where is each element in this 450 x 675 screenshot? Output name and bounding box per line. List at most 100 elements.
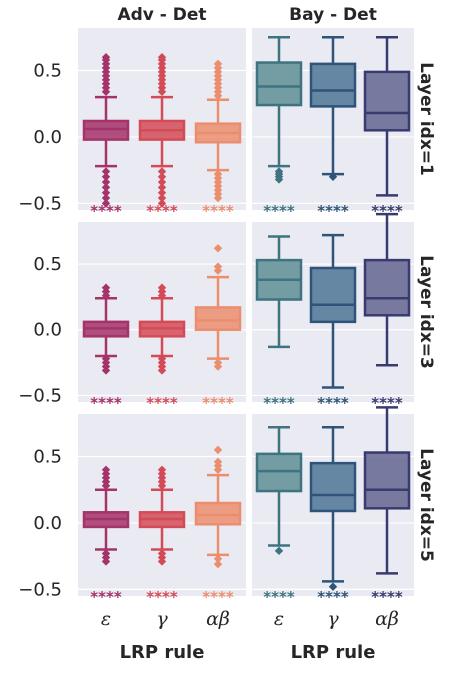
significance-label: **** xyxy=(371,588,403,606)
box-αβ-r2-c0: **** xyxy=(194,445,242,606)
x-tick-label: ε xyxy=(101,608,111,630)
significance-label: **** xyxy=(317,202,349,220)
iqr-box xyxy=(194,501,242,526)
outlier-point xyxy=(101,557,111,566)
x-tick-label: γ xyxy=(327,608,339,630)
iqr-box xyxy=(194,306,242,331)
y-tick-label: −0.5 xyxy=(18,385,62,406)
x-tick-label: αβ xyxy=(375,608,399,630)
iqr-box xyxy=(309,266,357,324)
outlier-point xyxy=(101,177,111,187)
outlier-point xyxy=(101,199,111,208)
x-tick-label: ε xyxy=(274,608,284,630)
outlier-point xyxy=(274,546,284,556)
outlier-point xyxy=(157,557,167,566)
box-αβ-r1-c0: **** xyxy=(194,244,242,412)
box-αβ-r1-c1: **** xyxy=(363,212,411,412)
column-title: Bay - Det xyxy=(289,5,377,25)
outlier-point xyxy=(157,199,167,208)
iqr-box xyxy=(309,62,357,108)
significance-label: **** xyxy=(146,588,178,606)
outlier-point xyxy=(101,167,111,176)
box-γ-r2-c0: **** xyxy=(138,465,186,606)
outlier-point xyxy=(213,59,223,69)
box-γ-r0-c0: **** xyxy=(138,53,186,220)
outlier-point xyxy=(157,167,167,176)
outlier-point xyxy=(213,262,223,271)
significance-label: **** xyxy=(90,394,122,412)
y-tick-label: 0.5 xyxy=(33,254,62,275)
significance-label: **** xyxy=(90,202,122,220)
outlier-point xyxy=(213,445,223,455)
iqr-box xyxy=(363,451,411,510)
x-axis-label: LRP rule xyxy=(120,642,205,663)
outlier-point xyxy=(157,193,167,203)
outlier-point xyxy=(157,465,167,474)
outlier-point xyxy=(157,283,167,292)
row-title: Layer idx=3 xyxy=(416,255,436,369)
outlier-point xyxy=(157,183,167,192)
y-tick-label: 0.5 xyxy=(33,447,62,468)
significance-label: **** xyxy=(146,394,178,412)
iqr-box xyxy=(255,61,303,107)
y-tick-label: −0.5 xyxy=(18,579,62,600)
significance-label: **** xyxy=(263,394,295,412)
iqr-box xyxy=(82,119,130,141)
outlier-point xyxy=(157,177,167,187)
outlier-point xyxy=(213,559,223,569)
box-γ-r1-c1: **** xyxy=(309,233,357,412)
outlier-point xyxy=(101,188,111,197)
outlier-point xyxy=(101,53,111,62)
outlier-point xyxy=(101,366,111,375)
iqr-box xyxy=(363,70,411,132)
outlier-point xyxy=(157,366,167,375)
box-γ-r0-c1: **** xyxy=(309,36,357,220)
significance-label: **** xyxy=(90,588,122,606)
significance-label: **** xyxy=(317,394,349,412)
x-tick-label: αβ xyxy=(206,608,230,630)
significance-label: **** xyxy=(317,588,349,606)
outlier-point xyxy=(157,53,167,62)
outlier-point xyxy=(101,183,111,192)
iqr-box xyxy=(255,452,303,493)
significance-label: **** xyxy=(202,394,234,412)
outlier-point xyxy=(328,172,338,181)
box-γ-r1-c0: **** xyxy=(138,283,186,412)
significance-label: **** xyxy=(202,588,234,606)
significance-label: **** xyxy=(146,202,178,220)
box-ε-r0-c1: **** xyxy=(255,36,303,220)
significance-label: **** xyxy=(202,202,234,220)
y-tick-label: 0.0 xyxy=(33,127,62,148)
outlier-point xyxy=(101,283,111,292)
y-tick-label: 0.0 xyxy=(33,320,62,341)
row-title: Layer idx=1 xyxy=(416,62,436,176)
box-αβ-r0-c1: **** xyxy=(363,36,411,220)
outlier-point xyxy=(213,193,223,203)
row-title: Layer idx=5 xyxy=(416,448,436,562)
outlier-point xyxy=(213,554,223,564)
outlier-point xyxy=(213,244,223,253)
outlier-point xyxy=(213,457,223,467)
outlier-point xyxy=(213,362,223,371)
box-ε-r2-c0: **** xyxy=(82,465,130,606)
box-ε-r0-c0: **** xyxy=(82,53,130,220)
column-title: Adv - Det xyxy=(117,5,206,25)
box-αβ-r2-c1: **** xyxy=(363,406,411,606)
x-axis-label: LRP rule xyxy=(291,642,376,663)
box-γ-r2-c1: **** xyxy=(309,426,357,606)
significance-label: **** xyxy=(263,202,295,220)
y-tick-label: −0.5 xyxy=(18,193,62,214)
box-ε-r2-c1: **** xyxy=(255,426,303,606)
outlier-point xyxy=(101,172,111,181)
outlier-point xyxy=(157,188,167,197)
outlier-point xyxy=(157,172,167,181)
x-tick-label: γ xyxy=(156,608,168,630)
outlier-point xyxy=(101,193,111,203)
significance-label: **** xyxy=(263,588,295,606)
box-αβ-r0-c0: **** xyxy=(194,59,242,220)
box-ε-r1-c0: **** xyxy=(82,283,130,412)
y-tick-label: 0.5 xyxy=(33,61,62,82)
iqr-box xyxy=(363,258,411,317)
box-ε-r1-c1: **** xyxy=(255,235,303,412)
